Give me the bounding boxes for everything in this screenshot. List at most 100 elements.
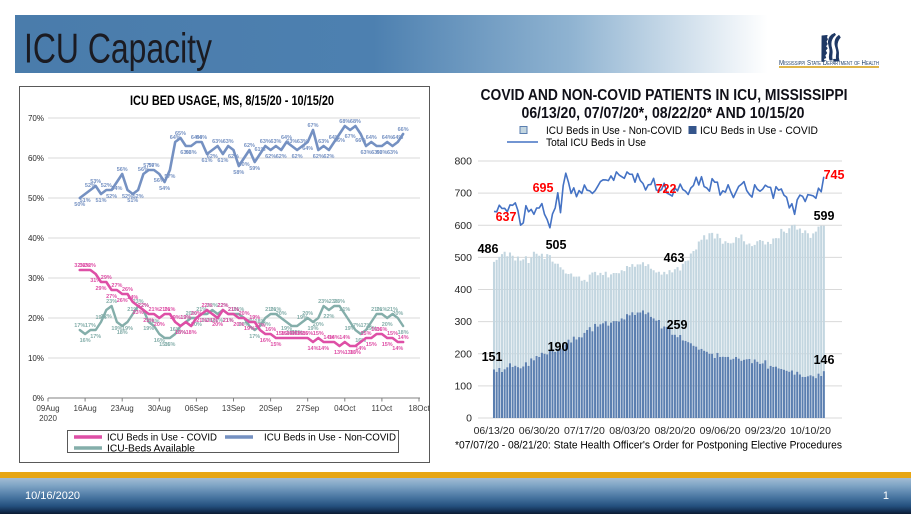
svg-text:20%: 20%: [392, 311, 403, 317]
svg-text:11Oct: 11Oct: [372, 404, 394, 413]
svg-text:52%: 52%: [85, 183, 96, 189]
svg-text:22%: 22%: [207, 303, 218, 309]
svg-text:17%: 17%: [249, 334, 260, 340]
svg-text:20%: 20%: [260, 322, 271, 328]
svg-text:146: 146: [814, 353, 835, 367]
svg-text:19%: 19%: [345, 326, 356, 332]
svg-text:09Aug: 09Aug: [36, 404, 59, 413]
svg-text:20%: 20%: [382, 322, 393, 328]
svg-text:23%: 23%: [329, 299, 340, 305]
svg-text:21%: 21%: [223, 318, 234, 324]
svg-text:21%: 21%: [159, 307, 170, 313]
svg-text:23%: 23%: [133, 310, 144, 316]
svg-text:31%: 31%: [90, 278, 101, 284]
svg-text:32%: 32%: [74, 263, 85, 269]
svg-text:ICU BED USAGE, MS, 8/15/20 - 1: ICU BED USAGE, MS, 8/15/20 - 10/15/20: [130, 92, 334, 108]
svg-text:56%: 56%: [138, 167, 149, 173]
svg-text:60%: 60%: [239, 162, 250, 168]
svg-text:18%: 18%: [292, 330, 303, 336]
svg-text:18Oct: 18Oct: [408, 404, 430, 413]
svg-text:70%: 70%: [28, 114, 44, 123]
svg-text:*07/07/20 - 08/21/20: State He: *07/07/20 - 08/21/20: State Health Offic…: [455, 440, 842, 452]
svg-text:100: 100: [454, 381, 472, 393]
svg-text:63%: 63%: [371, 150, 382, 156]
svg-text:19%: 19%: [122, 326, 133, 332]
svg-text:18%: 18%: [398, 330, 409, 336]
svg-text:24%: 24%: [127, 295, 138, 301]
svg-text:23%: 23%: [334, 299, 345, 305]
svg-text:21%: 21%: [387, 307, 398, 313]
svg-text:64%: 64%: [302, 146, 313, 152]
svg-text:20%: 20%: [276, 311, 287, 317]
svg-text:52%: 52%: [101, 183, 112, 189]
svg-text:20%: 20%: [239, 311, 250, 317]
svg-text:32%: 32%: [85, 263, 96, 269]
svg-text:20%: 20%: [313, 322, 324, 328]
svg-text:57%: 57%: [164, 174, 175, 180]
svg-text:15%: 15%: [276, 331, 287, 337]
svg-text:16%: 16%: [265, 327, 276, 333]
svg-text:54%: 54%: [111, 186, 122, 192]
svg-text:21%: 21%: [164, 307, 175, 313]
svg-text:21%: 21%: [212, 318, 223, 324]
svg-text:19%: 19%: [281, 326, 292, 332]
svg-text:400: 400: [454, 284, 472, 296]
svg-text:14%: 14%: [355, 346, 366, 352]
svg-text:700: 700: [454, 188, 472, 200]
svg-text:66%: 66%: [334, 138, 345, 144]
svg-text:16%: 16%: [260, 338, 271, 344]
svg-text:63%: 63%: [360, 150, 371, 156]
svg-text:21%: 21%: [223, 318, 234, 324]
svg-text:14%: 14%: [392, 346, 403, 352]
svg-text:23%: 23%: [133, 299, 144, 305]
svg-text:53%: 53%: [90, 179, 101, 185]
svg-text:63%: 63%: [270, 139, 281, 145]
svg-text:ICU Capacity: ICU Capacity: [24, 25, 212, 72]
svg-text:40%: 40%: [28, 234, 44, 243]
svg-text:200: 200: [454, 348, 472, 360]
svg-text:32%: 32%: [80, 263, 91, 269]
svg-text:63%: 63%: [212, 139, 223, 145]
svg-text:Mississippi State Department o: Mississippi State Department of Health: [779, 58, 879, 67]
svg-text:54%: 54%: [159, 186, 170, 192]
svg-text:56%: 56%: [154, 178, 165, 184]
svg-text:463: 463: [664, 251, 685, 265]
svg-text:20%: 20%: [28, 314, 44, 323]
svg-text:61%: 61%: [217, 158, 228, 164]
svg-text:21%: 21%: [228, 307, 239, 313]
svg-text:06/30/20: 06/30/20: [519, 425, 560, 437]
svg-text:21%: 21%: [196, 318, 207, 324]
svg-text:19%: 19%: [366, 326, 377, 332]
svg-text:18%: 18%: [175, 330, 186, 336]
svg-text:ICU Beds in Use - COVID: ICU Beds in Use - COVID: [700, 125, 818, 137]
svg-text:62%: 62%: [313, 154, 324, 160]
svg-text:15%: 15%: [281, 331, 292, 337]
svg-text:20Sep: 20Sep: [259, 404, 283, 413]
svg-text:57%: 57%: [148, 163, 159, 169]
svg-text:08/03/20: 08/03/20: [609, 425, 650, 437]
svg-text:18%: 18%: [254, 319, 265, 325]
svg-text:29%: 29%: [95, 286, 106, 292]
svg-text:22%: 22%: [217, 303, 228, 309]
svg-text:20%: 20%: [191, 311, 202, 317]
svg-text:20%: 20%: [239, 322, 250, 328]
svg-text:20%: 20%: [212, 322, 223, 328]
svg-text:13%: 13%: [345, 350, 356, 356]
svg-text:10%: 10%: [28, 354, 44, 363]
svg-text:ICU-Beds Available: ICU-Beds Available: [107, 443, 195, 455]
svg-text:62%: 62%: [265, 154, 276, 160]
svg-text:26%: 26%: [122, 287, 133, 293]
svg-text:63%: 63%: [387, 150, 398, 156]
svg-text:21%: 21%: [265, 307, 276, 313]
svg-text:ICU Beds in Use - Non-COVID: ICU Beds in Use - Non-COVID: [264, 432, 396, 444]
svg-text:65%: 65%: [175, 131, 186, 137]
svg-text:15%: 15%: [270, 342, 281, 348]
svg-text:695: 695: [533, 181, 554, 195]
svg-text:61%: 61%: [201, 158, 212, 164]
svg-text:67%: 67%: [307, 123, 318, 129]
svg-text:15%: 15%: [302, 331, 313, 337]
svg-text:63%: 63%: [180, 150, 191, 156]
svg-text:ICU Beds in Use - COVID: ICU Beds in Use - COVID: [107, 432, 217, 444]
svg-text:21%: 21%: [270, 307, 281, 313]
svg-text:27Sep: 27Sep: [296, 404, 320, 413]
